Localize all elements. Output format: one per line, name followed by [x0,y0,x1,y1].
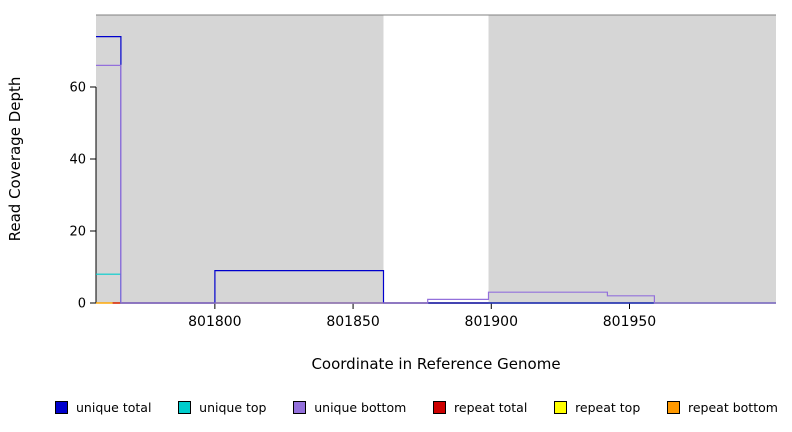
shaded-region-1 [488,15,776,303]
y-tick-label: 40 [69,153,86,168]
legend-label-unique-bottom: unique bottom [314,399,407,415]
x-axis-title: Coordinate in Reference Genome [311,355,560,373]
y-tick-label: 20 [69,225,86,240]
x-tick-label: 801850 [326,314,379,330]
x-tick-label: 801800 [188,314,241,330]
legend-item-unique-bottom: unique bottom [293,400,406,415]
plot-area: 0 20 40 60 801800 801850 801900 801950 Coordinat… [6,14,776,373]
legend-label-repeat-bottom: repeat bottom [688,399,778,415]
legend-label-repeat-top: repeat top [575,399,641,415]
legend: unique total unique top unique bottom re… [0,392,792,422]
legend-item-unique-total: unique total [55,400,151,415]
legend-swatch-repeat-bottom [667,400,680,414]
y-axis-title: Read Coverage Depth [6,77,24,242]
legend-label-unique-top: unique top [199,399,267,415]
legend-swatch-unique-top [178,400,192,414]
y-tick-label: 0 [78,297,86,312]
legend-item-repeat-total: repeat total [433,400,527,415]
x-tick-label: 801950 [603,314,656,330]
legend-swatch-unique-total [55,400,68,414]
shaded-region-0 [96,15,384,303]
legend-swatch-repeat-top [554,400,568,414]
legend-item-unique-top: unique top [178,400,266,415]
legend-item-repeat-bottom: repeat bottom [667,400,778,415]
x-tick-label: 801900 [465,314,518,330]
legend-label-unique-total: unique total [76,399,152,415]
legend-swatch-repeat-total [433,400,447,414]
series-unique-bottom [96,64,776,304]
legend-swatch-unique-bottom [293,400,307,414]
legend-item-repeat-top: repeat top [554,400,640,415]
legend-label-repeat-total: repeat total [454,399,528,415]
y-tick-label: 60 [69,81,86,96]
